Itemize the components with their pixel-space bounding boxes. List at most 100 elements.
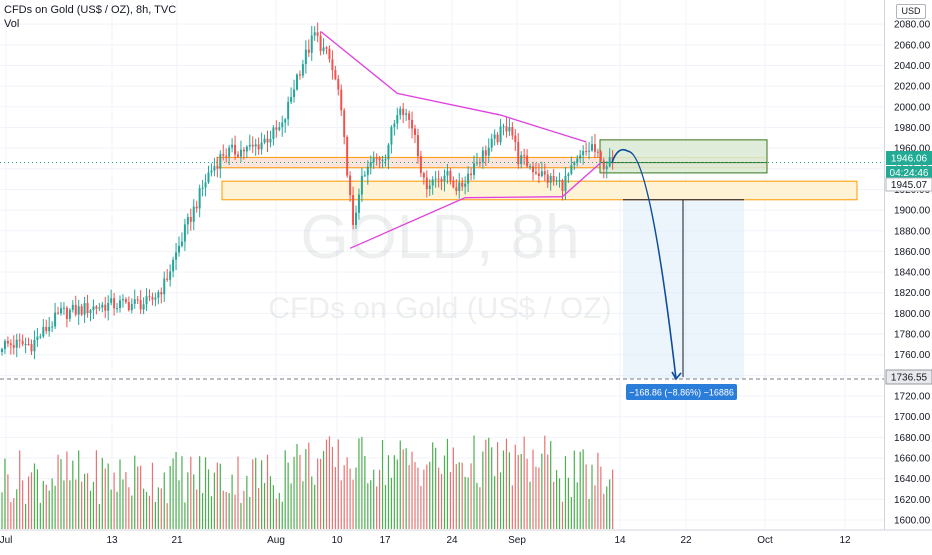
candle-body [593,144,596,152]
volume-bar [526,458,528,529]
candle-body [80,306,83,315]
volume-bar [317,458,319,529]
target-price-bg [885,369,932,385]
candle-body [502,126,505,128]
candle-body [331,59,334,71]
drawings-layer[interactable] [0,30,884,381]
candle-body [396,115,399,124]
volume-bar [314,484,316,529]
candle-body [51,326,54,328]
candle-body [437,178,440,180]
volume-bar [334,467,336,529]
x-tick-label: Oct [757,535,773,546]
candle-body [39,336,42,338]
volume-bar [361,436,363,529]
candle-body [304,49,307,65]
candle-body [588,150,591,152]
candle-body [45,326,48,332]
candle-body [352,195,355,225]
volume-bar [234,494,236,529]
volume-bar [69,480,71,529]
volume-bar [458,462,460,529]
x-tick-label: Sep [508,535,526,546]
volume-bar [544,435,546,529]
volume-bar [204,457,207,529]
volume-bar [393,455,395,529]
volume-bar [137,466,139,529]
volume-bar [269,476,272,529]
volume-bar [231,474,233,529]
volume-bar [443,455,446,529]
volume-bar [373,469,375,529]
candle-body [9,343,12,346]
candle-body [408,113,411,120]
candle-body [511,127,514,136]
symbol-title[interactable]: CFDs on Gold (US$ / OZ), 8h, TVC [4,4,177,16]
volume-bar [381,440,384,529]
volume-bar [399,440,401,529]
candle-body [116,308,119,310]
volume-bar [222,490,224,529]
candle-body [532,166,534,173]
orange-zone-lower [221,180,858,201]
volume-bar [337,439,339,529]
candle-body [343,110,346,137]
y-tick-label: 1700.00 [894,412,931,423]
volume-bar [452,447,454,529]
candle-body [74,304,77,315]
volume-indicator-label[interactable]: Vol [4,18,20,30]
candle-body [175,252,178,260]
candle-body [42,326,45,337]
volume-bar [449,472,451,529]
candle-body [372,157,375,163]
volume-bar [606,486,608,529]
candle-body [172,259,175,272]
candle-body [248,144,251,147]
candle-body [473,163,475,176]
candle-body [272,127,275,140]
candle-body [455,187,458,191]
volume-bar [405,448,407,529]
candle-body [322,47,325,52]
candle-body [561,180,564,192]
measurement-badge[interactable]: −168.86 (−8.86%) −16886 [626,384,737,400]
volume-bar [538,467,540,529]
volume-bar [340,480,342,529]
candle-body [180,241,183,246]
candle-body [15,339,18,348]
volume-bar [72,460,74,529]
volume-bar [408,465,410,529]
x-tick-label: 12 [839,535,851,546]
y-tick-label: 1780.00 [894,330,931,341]
currency-button[interactable]: USD [896,4,926,19]
volume-bar [426,464,428,529]
candle-body [133,299,136,304]
volume-bar [488,437,490,529]
volume-bar [609,479,611,529]
y-tick-label: 1640.00 [894,474,931,485]
y-tick-label: 2080.00 [894,20,931,31]
volume-bar [573,450,575,529]
volume-bar [561,501,564,529]
candle-body [169,271,172,280]
candle-body [145,296,148,305]
candle-body [576,158,579,163]
last-price-bg [886,151,932,165]
candle-body [142,304,145,310]
volume-bar [585,464,587,529]
volume-bar [16,489,18,529]
candle-body [269,139,272,143]
candle-body [290,97,293,102]
candle-body [310,35,313,53]
volume-bar [343,465,345,529]
volume-bar [396,459,398,529]
y-tick-label: 1680.00 [894,433,931,444]
volume-bar [579,451,581,529]
candle-body [464,183,467,187]
candle-body [316,32,319,36]
volume-bar [535,466,537,529]
candle-body [605,166,608,170]
